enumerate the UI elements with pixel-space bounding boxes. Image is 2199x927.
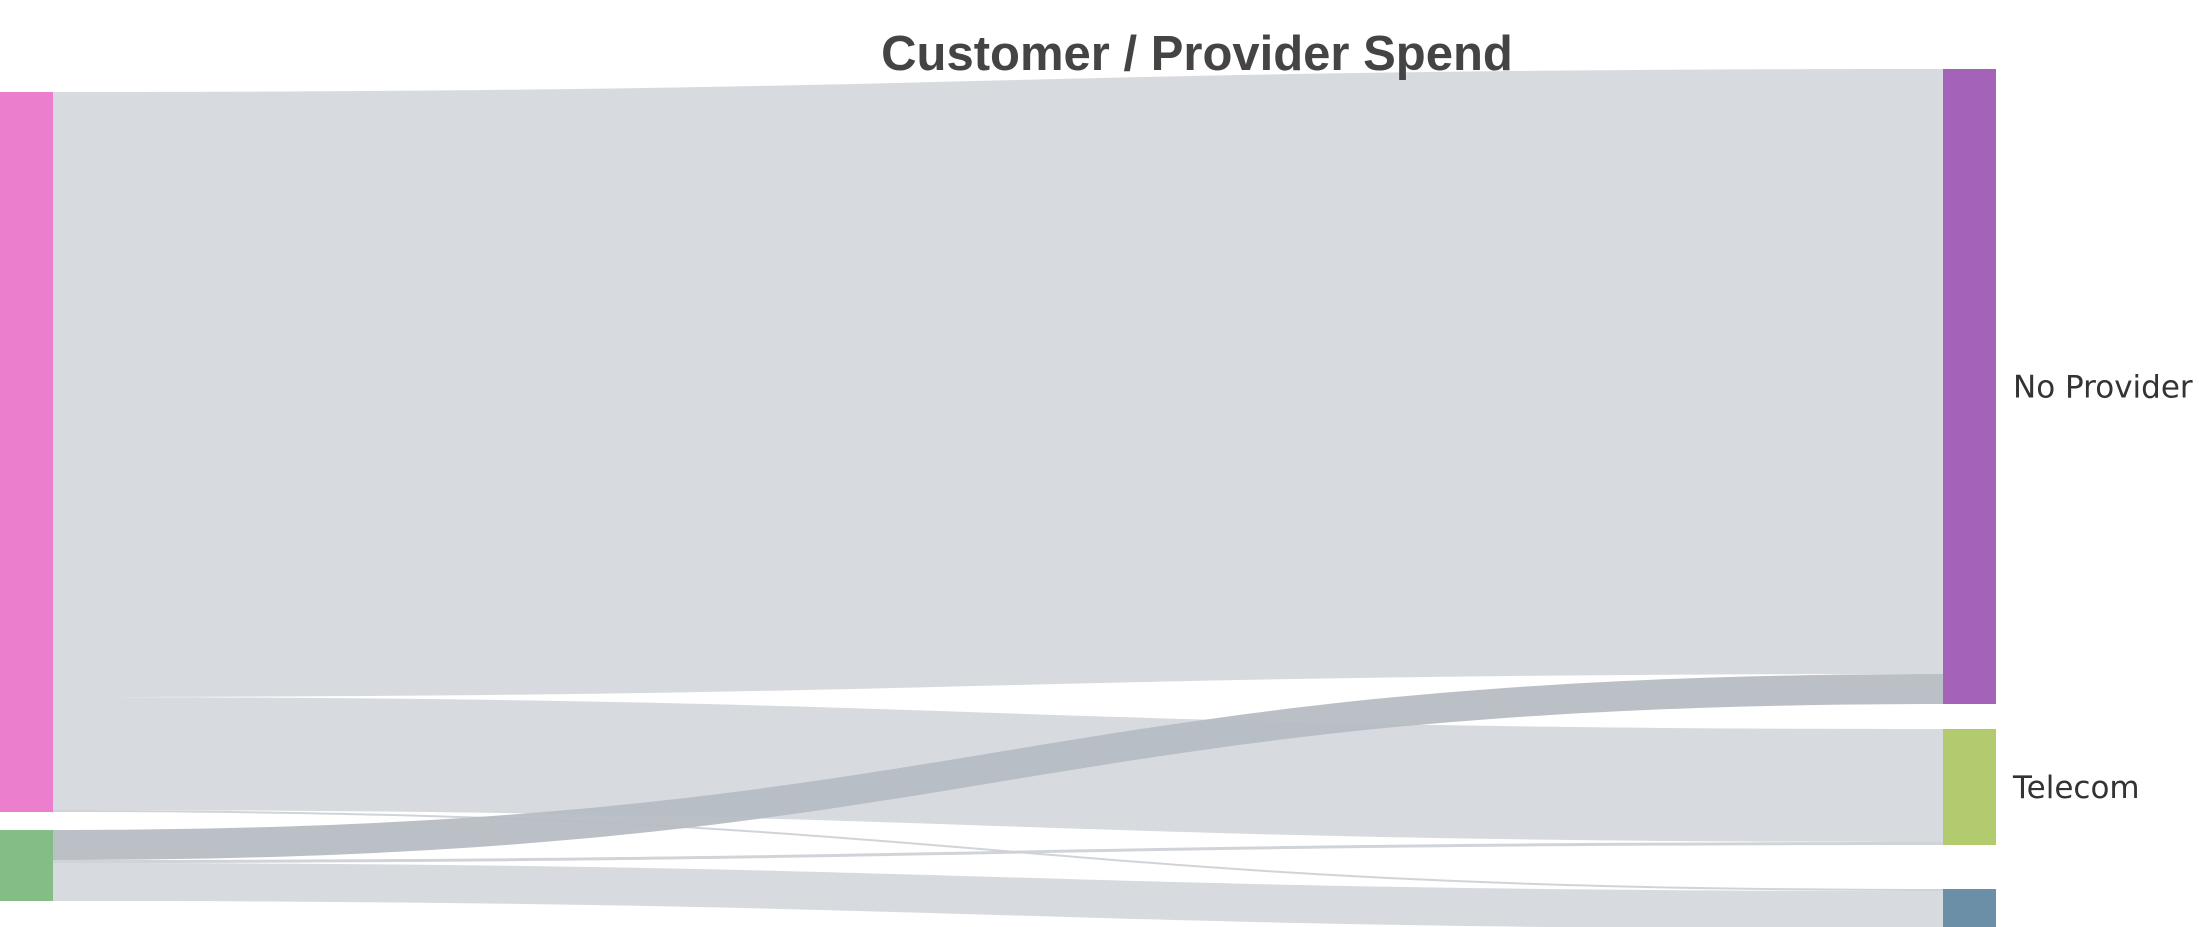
links-layer (53, 69, 1943, 927)
node-label-no-provider: No Provider (2013, 370, 2193, 406)
labels-layer: No Provider Telecom (2012, 370, 2193, 807)
nodes-layer (0, 69, 1996, 927)
link-src-1-to-no-provider[interactable] (53, 69, 1943, 697)
link-src-2-to-no-provider[interactable] (53, 674, 1943, 860)
node-target-3[interactable] (1943, 889, 1996, 927)
node-telecom[interactable] (1943, 729, 1996, 845)
node-src-2[interactable] (0, 830, 53, 901)
link-src-1-to-target-3[interactable] (53, 810, 1943, 891)
node-no-provider[interactable] (1943, 69, 1996, 704)
node-label-telecom: Telecom (2012, 770, 2140, 806)
link-src-2-to-target-3[interactable] (53, 863, 1943, 927)
chart-title: Customer / Provider Spend (881, 27, 1513, 81)
node-src-1[interactable] (0, 92, 53, 812)
link-src-2-to-telecom[interactable] (53, 842, 1943, 863)
